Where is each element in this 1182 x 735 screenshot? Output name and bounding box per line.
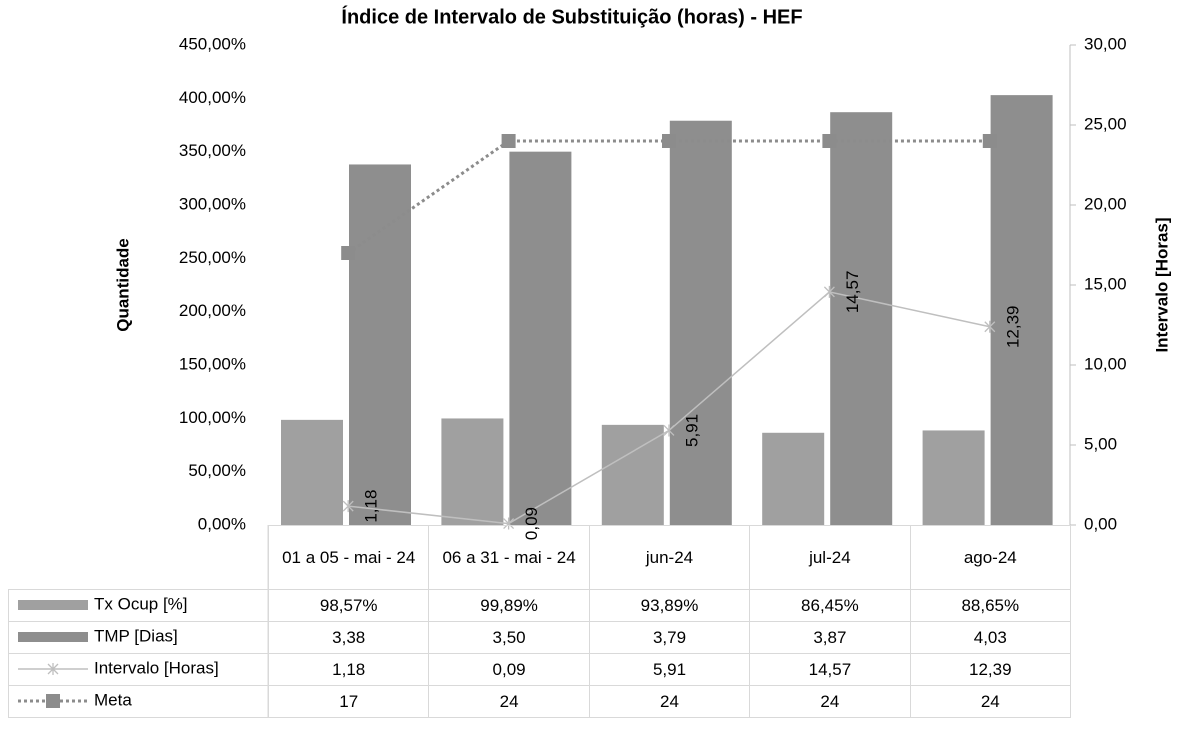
series-line: [347, 139, 990, 255]
table-cell: 0,09: [428, 653, 590, 686]
line-marker: [342, 500, 354, 513]
table-cell: 1,18: [268, 653, 430, 686]
table-cell: 24: [588, 685, 751, 718]
legend-key: [18, 632, 88, 642]
table-header: 06 a 31 - mai - 24: [428, 525, 590, 590]
table-cell: 3,50: [428, 621, 590, 654]
table-cell: 3,38: [268, 621, 430, 654]
y2-tick-label: 0,00: [1084, 514, 1117, 533]
table-row-box: [8, 621, 269, 654]
table-cell: 24: [909, 685, 1071, 718]
y2-tick-label: 20,00: [1084, 194, 1127, 213]
y2-tick-label: 25,00: [1084, 114, 1127, 133]
line-marker: [982, 134, 997, 148]
legend-label: TMP [Dias]: [94, 626, 178, 645]
line-marker: [823, 285, 835, 298]
bar: [762, 432, 825, 525]
line-marker: [503, 517, 515, 530]
legend-marker: [46, 694, 60, 708]
bar: [349, 164, 411, 525]
table-cell: 99,89%: [428, 589, 590, 622]
line-marker: [663, 424, 675, 437]
y-tick-label: 350,00%: [179, 141, 246, 160]
table-cell: 98,57%: [268, 589, 430, 622]
table-cell: 24: [428, 685, 590, 718]
bar: [990, 95, 1053, 525]
line-marker: [984, 320, 996, 333]
bar: [441, 418, 504, 525]
bar: [830, 112, 893, 525]
data-label: 0,09: [522, 507, 541, 540]
line-marker: [822, 134, 837, 148]
y2-tick-label: 5,00: [1084, 434, 1117, 453]
legend-marker: [47, 663, 59, 675]
table-header: 01 a 05 - mai - 24: [268, 525, 430, 590]
y-tick-label: 50,00%: [188, 461, 246, 480]
table-cell: 5,91: [588, 653, 751, 686]
y2-axis-label: Intervalo [Horas]: [1152, 217, 1171, 352]
line-marker: [341, 246, 356, 260]
y-tick-label: 200,00%: [179, 301, 246, 320]
bar: [601, 424, 664, 525]
table-cell: 24: [749, 685, 911, 718]
table-header: jun-24: [588, 525, 751, 590]
y-tick-label: 450,00%: [179, 34, 246, 53]
table-cell: 3,87: [749, 621, 911, 654]
bar: [281, 419, 343, 525]
table-header: jul-24: [749, 525, 911, 590]
y2-tick-label: 15,00: [1084, 274, 1127, 293]
bar: [669, 120, 732, 525]
legend-label: Meta: [94, 690, 132, 709]
data-label: 14,57: [843, 271, 862, 314]
table-row-box: [8, 685, 269, 718]
legend-key: [18, 600, 88, 610]
table-cell: 93,89%: [588, 589, 751, 622]
table-row-box: [8, 589, 269, 622]
data-label: 1,18: [362, 490, 381, 523]
chart-title: Índice de Intervalo de Substituição (hor…: [341, 5, 802, 28]
table-cell: 86,45%: [749, 589, 911, 622]
y-tick-label: 0,00%: [198, 514, 246, 533]
y-tick-label: 400,00%: [179, 88, 246, 107]
table-cell: 17: [268, 685, 430, 718]
table-row-box: [8, 653, 269, 686]
line-marker: [501, 134, 516, 148]
bar: [509, 151, 572, 525]
table-cell: 14,57: [749, 653, 911, 686]
table-header: ago-24: [909, 525, 1071, 590]
table-cell: 4,03: [909, 621, 1071, 654]
table-cell: 3,79: [588, 621, 751, 654]
y-tick-label: 250,00%: [179, 248, 246, 267]
y-tick-label: 300,00%: [179, 194, 246, 213]
y2-tick-label: 30,00: [1084, 34, 1127, 53]
y-tick-label: 100,00%: [179, 408, 246, 427]
data-label: 5,91: [682, 414, 701, 447]
y-tick-label: 150,00%: [179, 354, 246, 373]
legend-label: Tx Ocup [%]: [94, 594, 188, 613]
legend-label: Intervalo [Horas]: [94, 658, 219, 677]
y2-tick-label: 10,00: [1084, 354, 1127, 373]
y-axis-label: Quantidade: [113, 238, 132, 332]
table-cell: 12,39: [909, 653, 1071, 686]
table-cell: 88,65%: [909, 589, 1071, 622]
data-label: 12,39: [1003, 305, 1022, 348]
bar: [922, 430, 985, 525]
line-marker: [662, 134, 676, 148]
